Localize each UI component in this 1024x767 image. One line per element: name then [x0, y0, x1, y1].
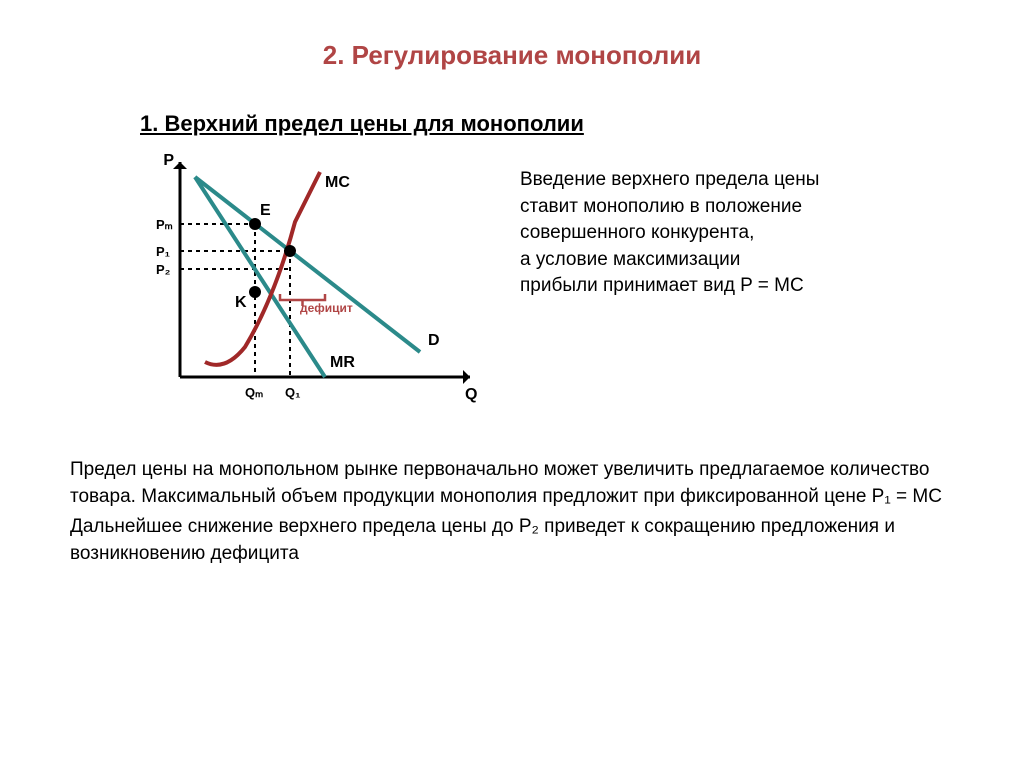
bottom-explanation: Предел цены на монопольном рынке первона…: [70, 457, 944, 567]
svg-text:дефицит: дефицит: [300, 301, 353, 315]
bottom-paragraph-1: Предел цены на монопольном рынке первона…: [70, 457, 944, 510]
side-line: прибыли принимает вид P = MC: [520, 273, 974, 300]
svg-text:P₂: P₂: [156, 262, 171, 277]
svg-text:Pₘ: Pₘ: [156, 217, 173, 232]
chart-container: дефицит P Q D MR MC E K Pₘ P₁ P₂ Qₘ Q₁: [120, 147, 500, 427]
svg-text:P: P: [163, 152, 174, 169]
svg-text:Q₁: Q₁: [285, 385, 301, 400]
side-line: совершенного конкурента,: [520, 220, 974, 247]
side-explanation: Введение верхнего предела цены ставит мо…: [500, 147, 974, 300]
svg-text:P₁: P₁: [156, 244, 170, 259]
side-line: а условие максимизации: [520, 247, 974, 274]
svg-text:MC: MC: [325, 174, 350, 191]
svg-text:MR: MR: [330, 354, 355, 371]
svg-text:K: K: [235, 294, 247, 311]
economics-chart: дефицит P Q D MR MC E K Pₘ P₁ P₂ Qₘ Q₁: [120, 147, 500, 427]
svg-text:E: E: [260, 202, 271, 219]
page-title: 2. Регулирование монополии: [50, 40, 974, 71]
bottom-paragraph-2: Дальнейшее снижение верхнего предела цен…: [70, 514, 944, 567]
section-subtitle: 1. Верхний предел цены для монополии: [140, 111, 974, 137]
side-line: ставит монополию в положение: [520, 194, 974, 221]
side-line: Введение верхнего предела цены: [520, 167, 974, 194]
svg-text:D: D: [428, 332, 440, 349]
svg-text:Q: Q: [465, 386, 477, 403]
svg-text:Qₘ: Qₘ: [245, 385, 263, 400]
content-row: дефицит P Q D MR MC E K Pₘ P₁ P₂ Qₘ Q₁ Введение верх…: [50, 147, 974, 427]
